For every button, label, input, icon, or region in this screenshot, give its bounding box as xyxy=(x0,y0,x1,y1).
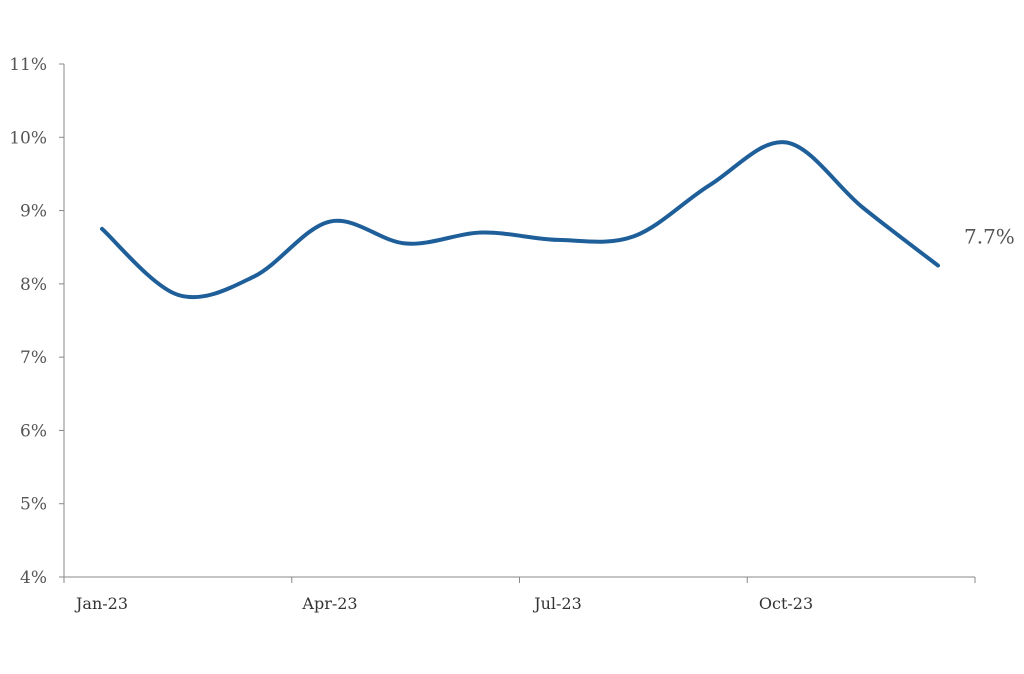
y-tick-label: 10% xyxy=(9,128,47,148)
x-axis-ticks: Jan-23 Apr-23 Jul-23 Oct-23 xyxy=(63,577,976,613)
y-tick-label: 9% xyxy=(20,202,47,222)
x-tick-label: Oct-23 xyxy=(759,594,813,613)
x-tick-label: Apr-23 xyxy=(301,594,357,613)
y-tick-label: 11% xyxy=(9,55,47,75)
x-tick-label: Jul-23 xyxy=(532,594,582,613)
y-axis-ticks: 4% 5% 6% 7% 8% 9% 10% 11% xyxy=(9,55,64,588)
x-tick-label: Jan-23 xyxy=(74,594,128,613)
y-tick-label: 6% xyxy=(20,421,47,441)
y-tick-label: 4% xyxy=(20,568,47,588)
y-tick-label: 5% xyxy=(20,495,47,515)
y-tick-label: 8% xyxy=(20,275,47,295)
series-line xyxy=(100,140,940,300)
y-tick-label: 7% xyxy=(20,348,47,368)
end-value-label: 7.7% xyxy=(964,225,1015,249)
